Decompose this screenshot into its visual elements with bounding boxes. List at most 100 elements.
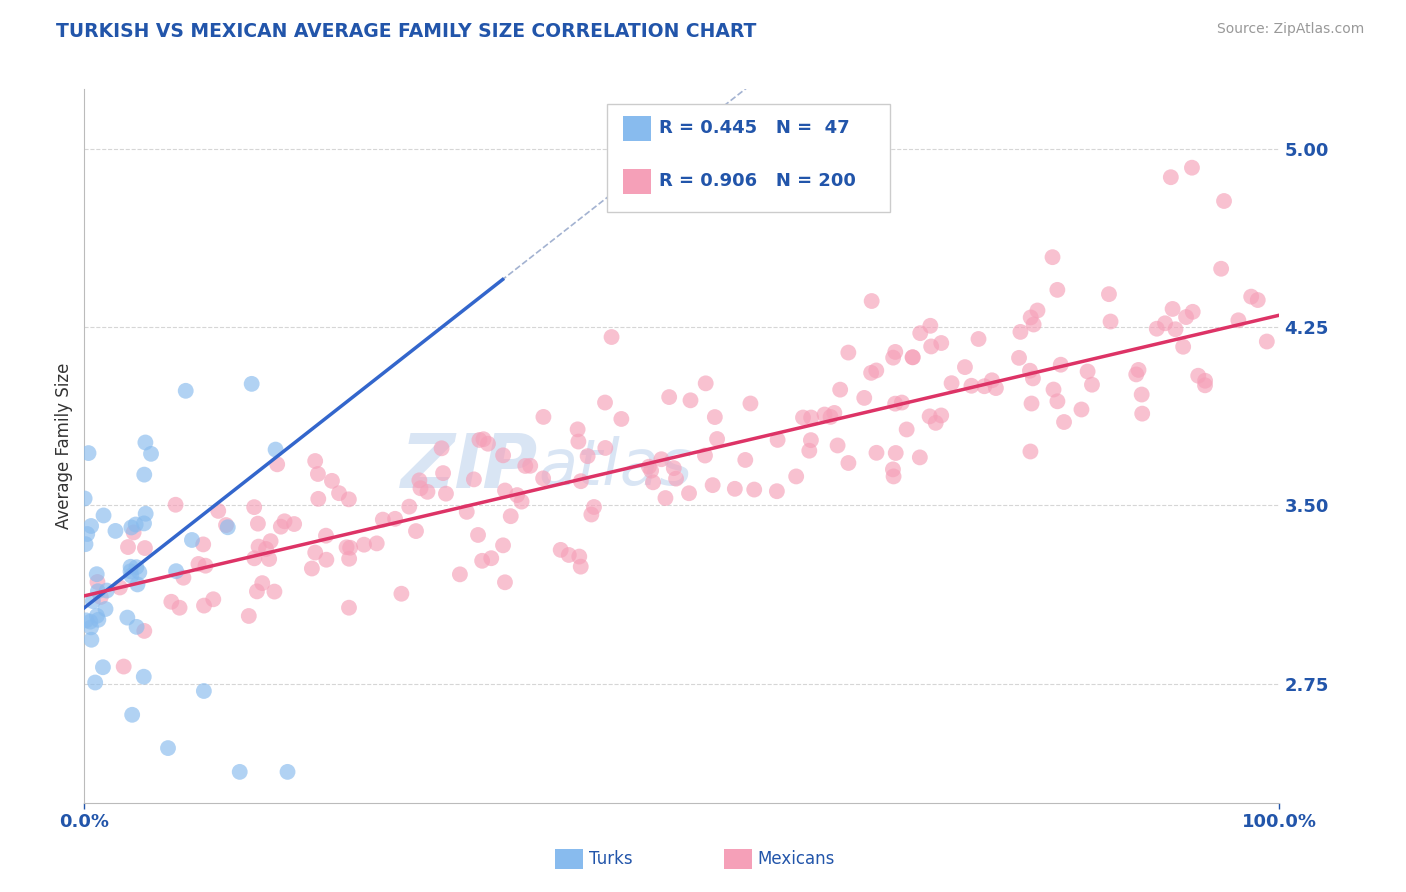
Point [80,519,103,533]
Point [1187,368,1209,383]
Point [901,351,924,365]
Point [1146,322,1168,336]
Point [477,436,499,450]
Point [1042,383,1064,397]
Point [408,473,430,487]
Point [337,492,360,507]
Point [1008,351,1031,365]
Point [510,494,533,508]
Point [600,330,623,344]
Point [398,500,420,514]
Point [471,554,494,568]
Point [1026,303,1049,318]
Point [492,538,515,552]
Point [973,379,995,393]
Point [472,432,495,446]
Point [567,422,589,436]
Point [1247,293,1270,307]
Point [247,540,270,554]
Point [366,536,388,550]
Point [830,383,852,397]
Point [918,409,941,424]
Point [1042,250,1064,264]
Point [1081,377,1104,392]
Point [169,600,191,615]
Point [890,395,912,409]
Point [134,624,156,638]
Point [581,508,603,522]
Point [134,541,156,555]
Point [257,552,280,566]
Text: TURKISH VS MEXICAN AVERAGE FAMILY SIZE CORRELATION CHART: TURKISH VS MEXICAN AVERAGE FAMILY SIZE C… [56,22,756,41]
Point [90,590,112,604]
Point [120,568,142,582]
Point [1019,364,1042,378]
Point [515,458,537,473]
Point [108,581,131,595]
Point [929,336,952,351]
Point [328,486,350,500]
Point [569,559,592,574]
Point [139,447,162,461]
Point [405,524,427,538]
Point [785,469,807,483]
Point [827,438,849,452]
Point [193,599,215,613]
Point [1070,402,1092,417]
Point [506,488,529,502]
Point [86,608,108,623]
Point [193,684,215,698]
Point [1164,322,1187,336]
Point [654,491,676,505]
Point [550,542,572,557]
Point [981,373,1004,387]
Point [96,583,118,598]
Point [595,441,617,455]
Point [1130,407,1153,421]
Point [307,467,329,481]
Point [1175,310,1198,324]
Point [337,551,360,566]
Point [1046,283,1069,297]
Point [301,561,323,575]
Point [593,395,616,409]
Point [1130,387,1153,401]
Point [165,564,187,578]
Point [967,332,990,346]
Point [76,527,98,541]
Point [1256,334,1278,349]
Point [174,384,197,398]
Point [925,416,948,430]
Point [80,632,103,647]
Point [125,517,148,532]
Point [246,584,269,599]
Text: Mexicans: Mexicans [758,850,835,868]
Point [1160,170,1182,185]
Point [734,453,756,467]
Point [901,350,924,364]
Point [77,446,100,460]
Point [679,393,702,408]
Point [430,442,453,456]
Point [610,412,633,426]
Point [122,525,145,540]
Point [187,557,209,571]
Point [263,584,285,599]
Point [75,537,97,551]
Point [884,397,907,411]
Point [215,518,238,533]
Point [432,466,454,480]
Point [519,458,541,473]
Point [125,620,148,634]
Point [640,464,662,478]
Point [569,474,592,488]
Point [823,406,845,420]
Point [860,366,883,380]
Point [567,434,589,449]
Point [283,516,305,531]
Point [820,409,842,424]
Point [638,459,661,474]
Point [134,467,156,482]
Point [117,610,139,624]
Point [94,602,117,616]
